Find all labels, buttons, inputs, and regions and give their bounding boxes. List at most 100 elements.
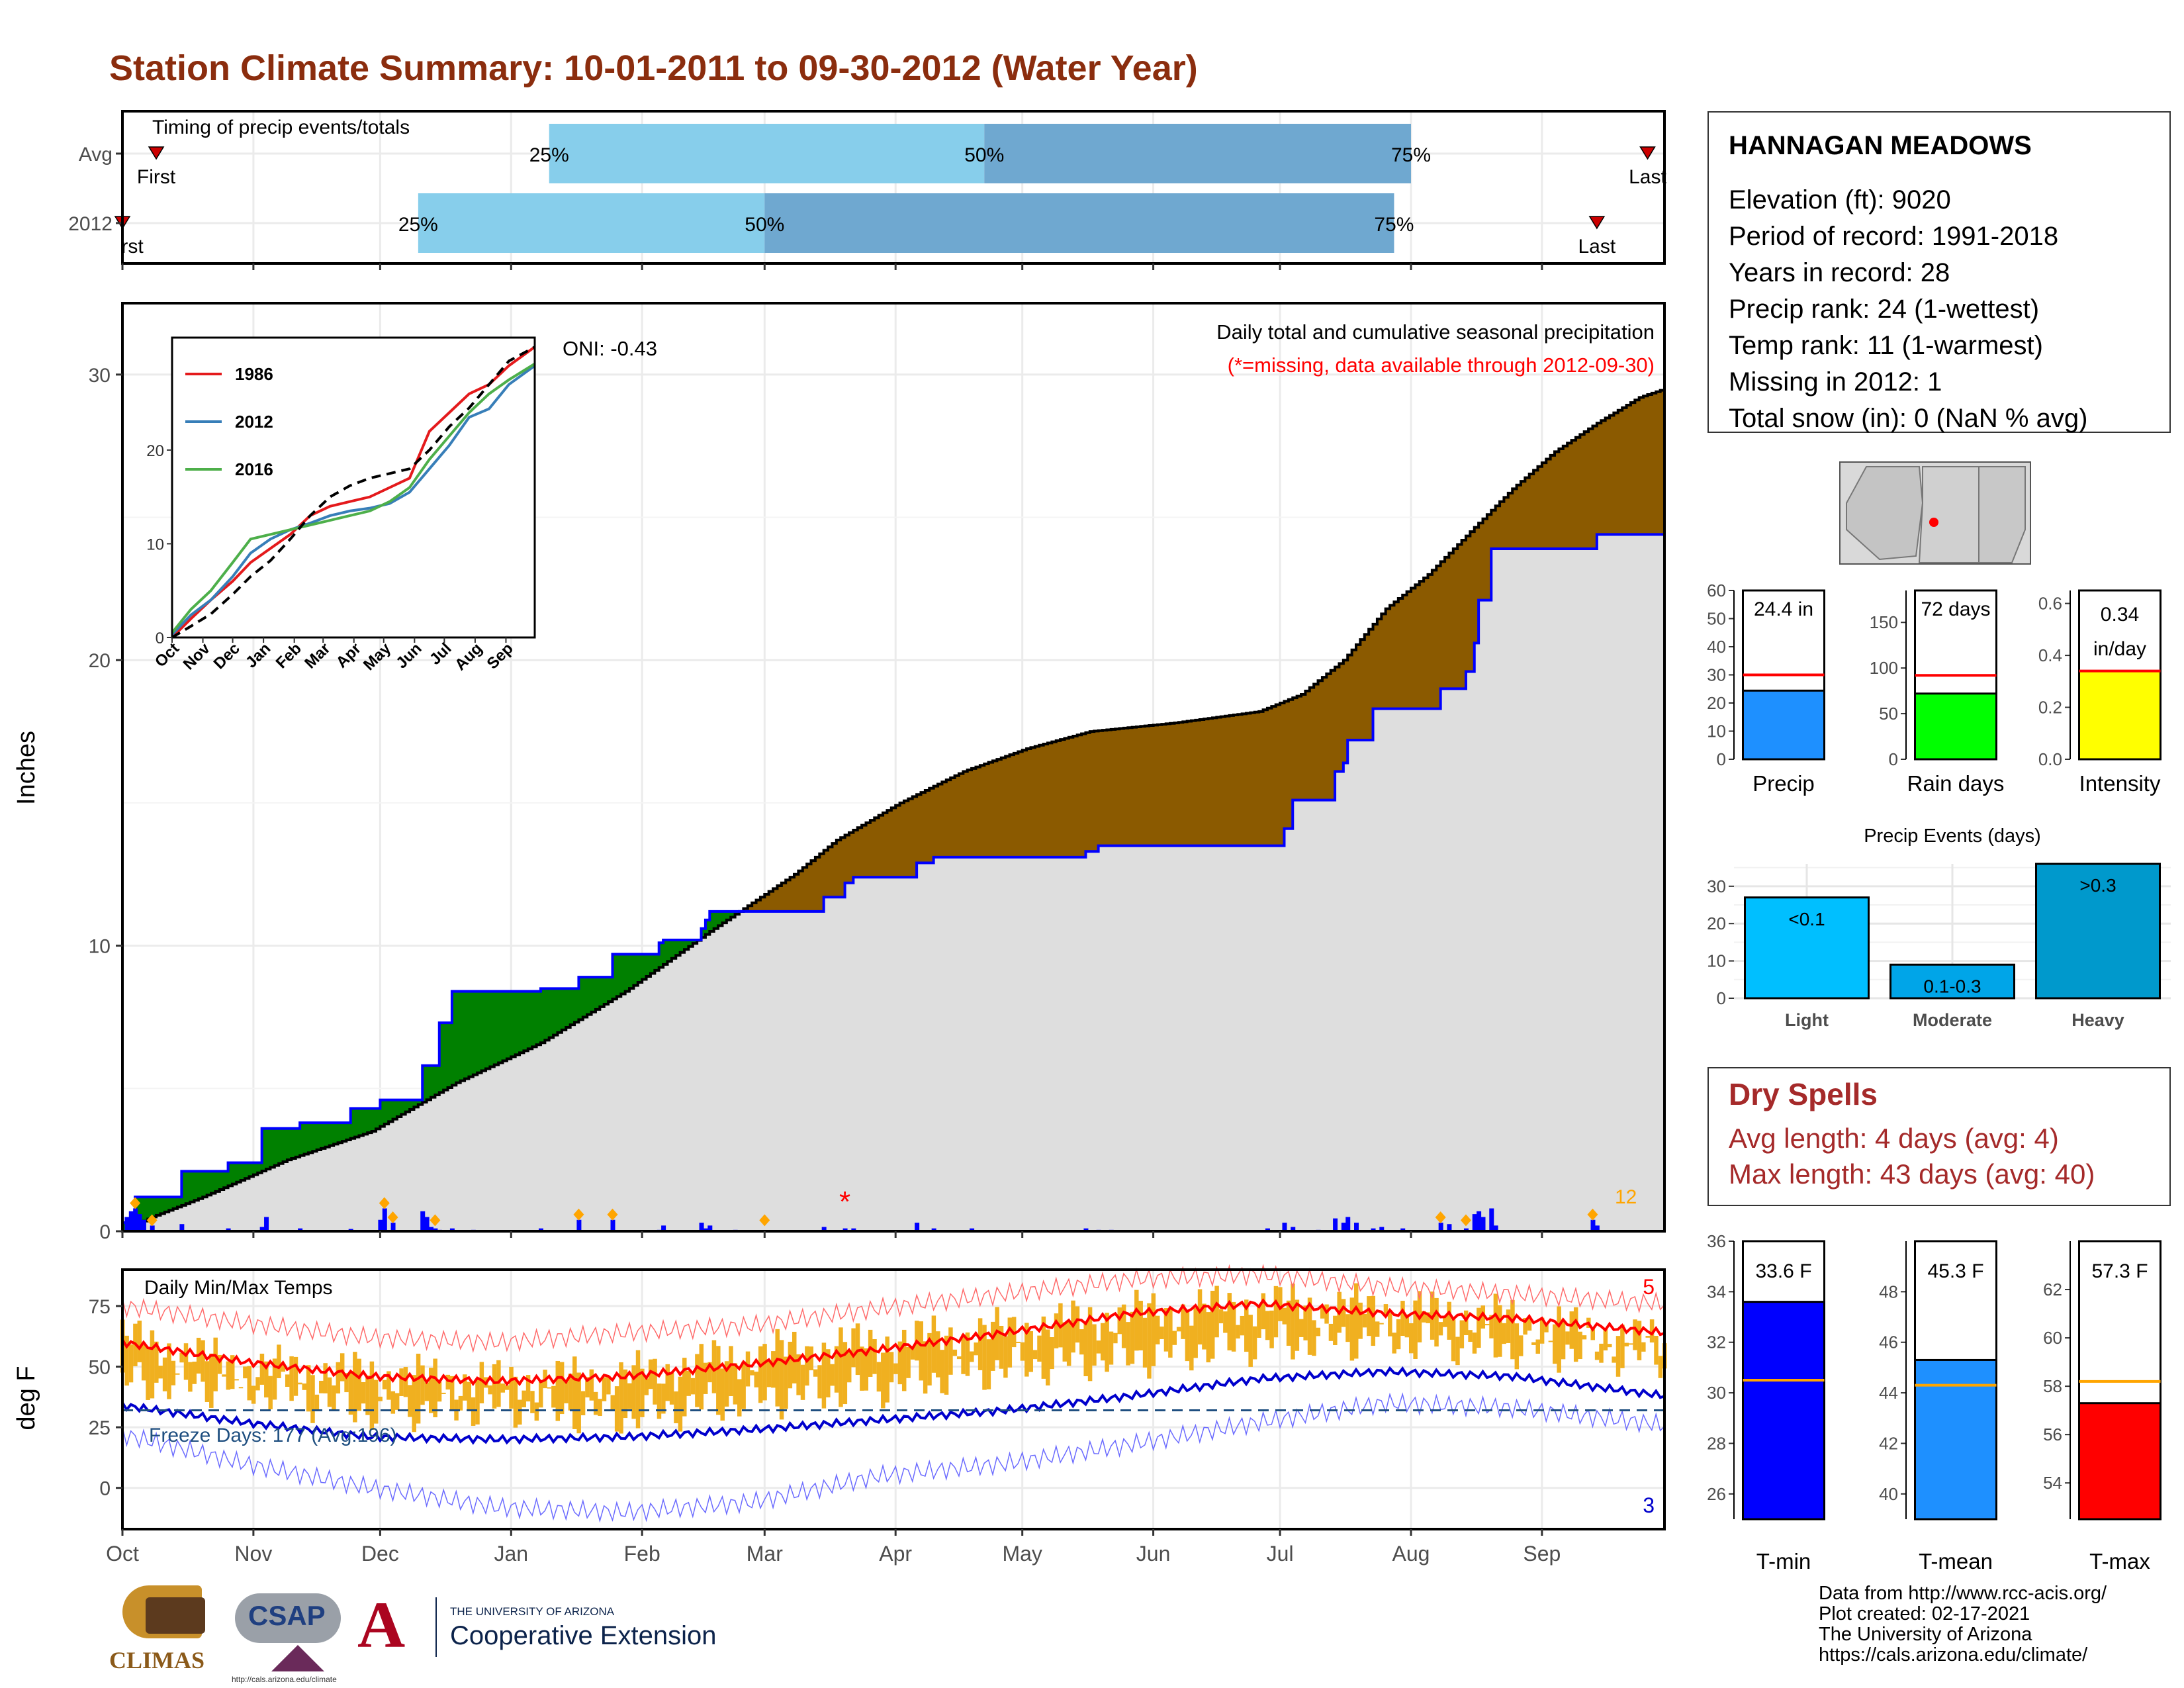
temp-daily-bar bbox=[741, 1361, 746, 1409]
temp-daily-bar bbox=[1455, 1336, 1460, 1366]
credit-university: The University of Arizona bbox=[1819, 1624, 2032, 1645]
temp-daily-bar bbox=[733, 1363, 738, 1405]
temp-daily-bar bbox=[1248, 1315, 1253, 1367]
temp-daily-bar bbox=[1066, 1322, 1071, 1366]
temp-daily-bar bbox=[390, 1391, 396, 1414]
temp-daily-bar bbox=[1007, 1317, 1013, 1368]
timing-first-label: First bbox=[137, 166, 176, 188]
csap-mountain-shape bbox=[271, 1645, 324, 1671]
season-raindays-ytick-label: 50 bbox=[1879, 704, 1898, 724]
temp-daily-bar bbox=[1083, 1322, 1088, 1376]
page-title: Station Climate Summary: 10-01-2011 to 0… bbox=[109, 48, 1198, 88]
temp-daily-bar bbox=[1037, 1335, 1042, 1362]
season-tmean-ytick-label: 40 bbox=[1879, 1484, 1898, 1504]
temp-daily-bar bbox=[665, 1364, 670, 1401]
temp-daily-bar bbox=[230, 1355, 235, 1389]
events-bar-label: <0.1 bbox=[1788, 909, 1825, 929]
temp-daily-bar bbox=[631, 1365, 636, 1419]
temp-daily-bar bbox=[1320, 1306, 1325, 1319]
daily-precip-bar bbox=[424, 1217, 430, 1231]
temp-daily-bar bbox=[479, 1362, 484, 1403]
temps-freeze-days: Freeze Days: 177 (Avg:196) bbox=[149, 1425, 397, 1446]
temp-daily-bar bbox=[530, 1391, 535, 1413]
daily-precip-bar bbox=[420, 1211, 426, 1231]
daily-precip-bar bbox=[703, 1228, 708, 1231]
temp-daily-bar bbox=[378, 1396, 383, 1401]
temp-daily-bar bbox=[1197, 1289, 1203, 1345]
temp-daily-bar bbox=[1202, 1303, 1206, 1350]
temp-daily-bar bbox=[555, 1360, 561, 1421]
temp-daily-bar bbox=[1003, 1336, 1008, 1378]
temp-daily-bar bbox=[1484, 1324, 1490, 1326]
temp-daily-bar bbox=[589, 1369, 594, 1401]
timing-first-label: rst bbox=[121, 236, 144, 258]
events-ytick-label: 30 bbox=[1707, 876, 1726, 896]
temp-daily-bar bbox=[936, 1331, 940, 1378]
temp-daily-bar bbox=[927, 1333, 932, 1385]
temp-daily-bar bbox=[319, 1380, 324, 1393]
events-ytick-label: 10 bbox=[1707, 951, 1726, 971]
temps-xtick-label: Jan bbox=[494, 1542, 528, 1566]
temp-daily-bar bbox=[518, 1399, 522, 1425]
temp-daily-bar bbox=[1236, 1325, 1240, 1339]
temp-daily-bar bbox=[771, 1351, 776, 1388]
events-title: Precip Events (days) bbox=[1864, 825, 2041, 847]
precip-oni: ONI: -0.43 bbox=[563, 337, 657, 360]
temp-daily-bar bbox=[1227, 1293, 1232, 1350]
season-tmean-ytick-label: 48 bbox=[1879, 1282, 1898, 1301]
station-missing: Missing in 2012: 1 bbox=[1729, 367, 1942, 397]
temp-daily-bar bbox=[306, 1365, 311, 1412]
season-tmax-ytick-label: 56 bbox=[2043, 1425, 2062, 1444]
daily-precip-bar bbox=[137, 1214, 142, 1231]
temp-daily-bar bbox=[504, 1385, 510, 1390]
temp-daily-bar bbox=[1181, 1304, 1185, 1339]
temp-daily-bar bbox=[1269, 1310, 1274, 1348]
temp-daily-bar bbox=[243, 1366, 248, 1379]
temp-daily-bar bbox=[1658, 1356, 1663, 1378]
daily-precip-bar bbox=[449, 1228, 455, 1231]
temp-daily-bar bbox=[1087, 1307, 1093, 1382]
temp-daily-bar bbox=[154, 1341, 159, 1383]
season-precip-ytick-label: 0 bbox=[1717, 749, 1726, 769]
season-tmax-ytick-label: 58 bbox=[2043, 1376, 2062, 1396]
precip-record-marker bbox=[759, 1214, 770, 1227]
temp-daily-bar bbox=[1138, 1301, 1143, 1351]
temp-daily-bar bbox=[1383, 1304, 1388, 1317]
precip-ytick-label: 10 bbox=[89, 936, 111, 958]
temp-daily-bar bbox=[686, 1370, 691, 1396]
temp-daily-bar bbox=[796, 1354, 801, 1395]
temp-daily-bar bbox=[1422, 1311, 1426, 1323]
temp-daily-bar bbox=[1147, 1303, 1152, 1379]
precip-subtitle: (*=missing, data available through 2012-… bbox=[1228, 353, 1655, 377]
timing-first-marker bbox=[148, 146, 165, 160]
season-precip-ytick-label: 40 bbox=[1707, 637, 1726, 657]
temp-daily-bar bbox=[238, 1387, 244, 1389]
daily-precip-bar bbox=[821, 1227, 827, 1231]
csap-logo-text: CSAP bbox=[248, 1600, 326, 1631]
temp-daily-bar bbox=[1573, 1307, 1578, 1362]
temps-ytick-label: 75 bbox=[89, 1296, 111, 1318]
temp-daily-bar bbox=[1168, 1308, 1173, 1358]
daily-precip-bar bbox=[1477, 1211, 1482, 1231]
precip-surplus-area bbox=[122, 911, 739, 1231]
timing-last-marker bbox=[1639, 146, 1656, 160]
timing-label-50: 50% bbox=[964, 144, 1004, 166]
temp-daily-bar bbox=[970, 1351, 974, 1362]
temp-daily-bar bbox=[1240, 1315, 1245, 1336]
temp-daily-bar bbox=[412, 1375, 416, 1432]
temp-daily-bar bbox=[1569, 1311, 1574, 1349]
station-name: HANNAGAN MEADOWS bbox=[1729, 131, 2032, 160]
temp-daily-bar bbox=[986, 1339, 991, 1389]
precip-normal-area bbox=[122, 534, 1664, 1231]
temp-daily-bar bbox=[1612, 1356, 1616, 1363]
temp-daily-bar bbox=[1426, 1312, 1431, 1323]
climas-logo-shape-dark bbox=[146, 1597, 205, 1634]
precip-deficit-area bbox=[739, 390, 1664, 912]
daily-precip-bar bbox=[1345, 1217, 1351, 1231]
temps-normal-tmax-line bbox=[121, 1298, 1665, 1387]
temps-xtick-label: May bbox=[1002, 1542, 1042, 1566]
temp-daily-bar bbox=[416, 1353, 421, 1424]
season-intensity-ytick-label: 0.0 bbox=[2038, 749, 2062, 769]
temp-daily-bar bbox=[551, 1385, 556, 1408]
daily-precip-bar bbox=[1489, 1208, 1494, 1231]
